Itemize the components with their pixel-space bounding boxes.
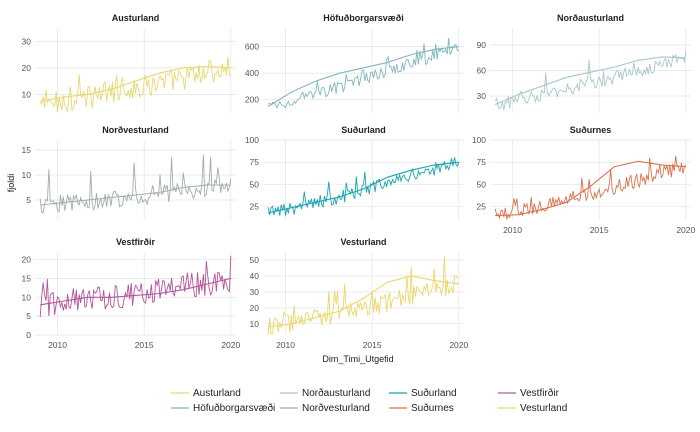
y-tick-label: 15 [22, 145, 32, 155]
series-line-monthly [267, 256, 459, 335]
y-tick-label: 100 [245, 135, 259, 145]
facet-panels: Austurland102030Höfuðborgarsvæði20040060… [22, 13, 696, 350]
y-tick-label: 90 [477, 40, 487, 50]
y-tick-label: 40 [250, 271, 260, 281]
legend-label: Vesturland [520, 403, 567, 414]
y-tick-label: 10 [22, 89, 32, 99]
x-tick-label: 2015 [135, 340, 154, 350]
y-tick-label: 10 [250, 319, 260, 329]
series-line-trend [267, 46, 459, 107]
panel-title: Suðurland [341, 125, 386, 135]
legend-item: Norðvesturland [280, 402, 370, 414]
legend-label: Vestfirðir [520, 387, 560, 399]
series-line-monthly [39, 56, 232, 113]
legend-label: Austurland [193, 388, 241, 399]
series-line-monthly [494, 156, 687, 220]
y-tick-label: 10 [22, 292, 32, 302]
series-line-trend [268, 275, 459, 328]
panel: Suðurnes 25 50 75 100 2010 2015 2020 [472, 125, 696, 235]
panel: Vestfirðir 0 5 10 15 20 2010 2015 2020 [22, 237, 241, 350]
y-tick-label: 50 [477, 179, 487, 189]
panel: Norðvesturland 5 10 15 [22, 125, 236, 220]
y-tick-label: 30 [22, 36, 32, 46]
y-tick-label: 5 [26, 195, 31, 205]
y-tick-label: 400 [245, 68, 259, 78]
x-tick-label: 2015 [590, 225, 609, 235]
y-tick-label: 20 [22, 255, 32, 265]
y-tick-label: 100 [472, 135, 486, 145]
y-tick-label: 75 [477, 157, 487, 167]
panel: Vesturland 10 20 30 40 50 2010 2015 2020 [250, 237, 469, 350]
x-axis-label: Dim_Timi_Utgefid [322, 354, 393, 364]
panel: Suðurland 25 50 75 100 [245, 125, 464, 220]
y-tick-label: 25 [477, 202, 487, 212]
y-tick-label: 20 [22, 63, 32, 73]
legend-item: Norðausturland [280, 387, 370, 399]
x-tick-label: 2020 [221, 340, 240, 350]
panel: Norðausturland 30 60 90 [477, 13, 691, 113]
y-tick-label: 15 [22, 273, 32, 283]
panel-title: Austurland [112, 13, 160, 23]
series-line-trend [40, 277, 231, 306]
series-line-monthly [39, 154, 232, 214]
panel-title: Norðvesturland [102, 125, 169, 135]
y-axis-label: fjoldi [6, 174, 16, 193]
panel-title: Suðurnes [570, 125, 612, 135]
legend-label: Höfuðborgarsvæði [193, 402, 275, 414]
series-line-trend [40, 65, 231, 102]
series-line-trend [40, 184, 231, 206]
panel-title: Höfuðborgarsvæði [323, 13, 404, 23]
panel: Höfuðborgarsvæði 200 400 600 [245, 13, 464, 113]
y-tick-label: 50 [250, 255, 260, 265]
legend-label: Suðurnes [411, 402, 454, 414]
legend-label: Suðurland [411, 387, 457, 399]
series-line-monthly [267, 157, 460, 216]
y-tick-label: 30 [477, 91, 487, 101]
y-tick-label: 75 [250, 157, 260, 167]
legend-item: Vesturland [498, 403, 567, 414]
series-line-monthly [494, 51, 687, 110]
legend: Austurland Höfuðborgarsvæði Norðausturland… [171, 387, 567, 414]
y-tick-label: 0 [26, 330, 31, 340]
legend-item: Suðurland [389, 387, 457, 399]
x-tick-label: 2020 [449, 340, 468, 350]
series-line-monthly [39, 255, 232, 318]
legend-label: Norðvesturland [302, 402, 370, 414]
y-tick-label: 10 [22, 170, 32, 180]
legend-item: Höfuðborgarsvæði [171, 402, 275, 414]
series-line-trend [495, 160, 686, 217]
series-line-trend [494, 56, 686, 106]
y-tick-label: 50 [250, 179, 260, 189]
y-tick-label: 200 [245, 95, 259, 105]
panel-title: Norðausturland [557, 13, 624, 23]
legend-item: Austurland [171, 388, 241, 399]
panel-title: Vestfirðir [116, 237, 156, 247]
x-tick-label: 2010 [276, 340, 295, 350]
series-line-monthly [267, 37, 460, 109]
x-tick-label: 2010 [503, 225, 522, 235]
y-tick-label: 600 [245, 42, 259, 52]
y-tick-label: 20 [250, 303, 260, 313]
x-tick-label: 2010 [48, 340, 67, 350]
legend-label: Norðausturland [302, 387, 370, 399]
y-tick-label: 30 [250, 287, 260, 297]
legend-item: Vestfirðir [498, 387, 560, 399]
panel: Austurland 10 20 30 [22, 13, 236, 113]
y-tick-label: 60 [477, 66, 487, 76]
x-tick-label: 2020 [676, 225, 695, 235]
y-tick-label: 5 [26, 311, 31, 321]
panel-title: Vesturland [340, 237, 386, 247]
legend-item: Suðurnes [389, 402, 454, 414]
series-line-trend [268, 161, 459, 214]
y-tick-label: 25 [250, 202, 260, 212]
x-tick-label: 2015 [363, 340, 382, 350]
